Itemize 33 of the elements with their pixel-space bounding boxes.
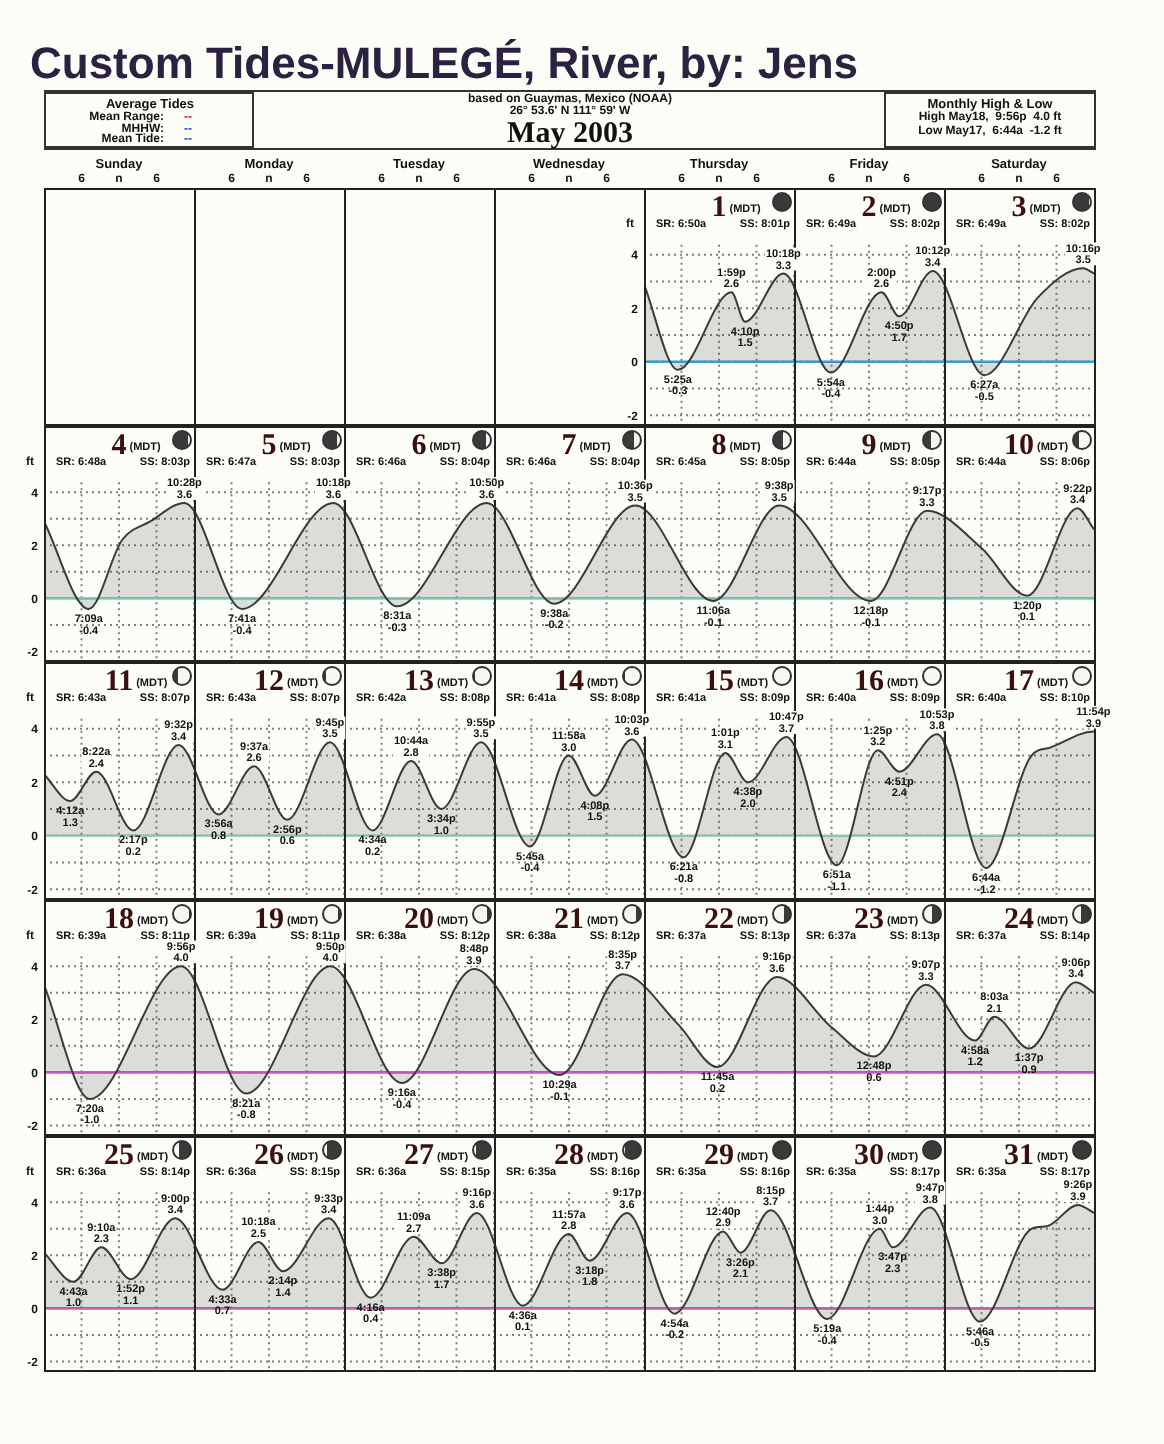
x-tick-label: 3 bbox=[1011, 192, 1027, 224]
x-tick-label: 4 bbox=[111, 430, 128, 462]
x-tick-label: 6 bbox=[411, 430, 428, 462]
x-tick-label: 15 bbox=[704, 666, 734, 698]
x-tick-label: 30 bbox=[854, 1140, 884, 1172]
x-tick-label: 26 bbox=[254, 1140, 285, 1172]
x-tick-label: 8 bbox=[711, 430, 727, 462]
x-tick-label: 19 bbox=[254, 904, 284, 936]
x-tick-label: 9 bbox=[861, 430, 877, 462]
x-tick-label: 21 bbox=[554, 904, 584, 936]
x-tick-label: 29 bbox=[704, 1140, 734, 1172]
x-tick-label: 2 bbox=[861, 192, 877, 224]
x-tick-label: 13 bbox=[404, 666, 434, 698]
x-tick-label: 27 bbox=[404, 1140, 435, 1172]
x-tick-label: 10 bbox=[1004, 430, 1034, 462]
x-tick-label: 28 bbox=[554, 1140, 584, 1172]
x-tick-label: 11 bbox=[104, 666, 134, 698]
x-tick-label: 25 bbox=[104, 1140, 134, 1172]
x-tick-label: 5 bbox=[261, 430, 277, 462]
x-tick-label: 31 bbox=[1004, 1140, 1034, 1172]
x-tick-label: 17 bbox=[1004, 666, 1035, 698]
x-tick-label: 18 bbox=[104, 904, 134, 936]
text: May 2003 bbox=[505, 118, 635, 152]
x-tick-label: 20 bbox=[404, 904, 434, 936]
x-tick-label: 14 bbox=[554, 666, 585, 698]
x-tick-label: 24 bbox=[1004, 904, 1035, 936]
x-tick-label: 23 bbox=[854, 904, 884, 936]
x-tick-label: 22 bbox=[704, 904, 734, 936]
x-tick-label: 7 bbox=[561, 430, 578, 462]
x-tick-label: 1 bbox=[711, 192, 727, 224]
x-tick-label: 12 bbox=[254, 666, 284, 698]
x-tick-label: 16 bbox=[854, 666, 885, 698]
text: Custom Tides-MULEGÉ, River, by: Jens bbox=[30, 38, 859, 90]
